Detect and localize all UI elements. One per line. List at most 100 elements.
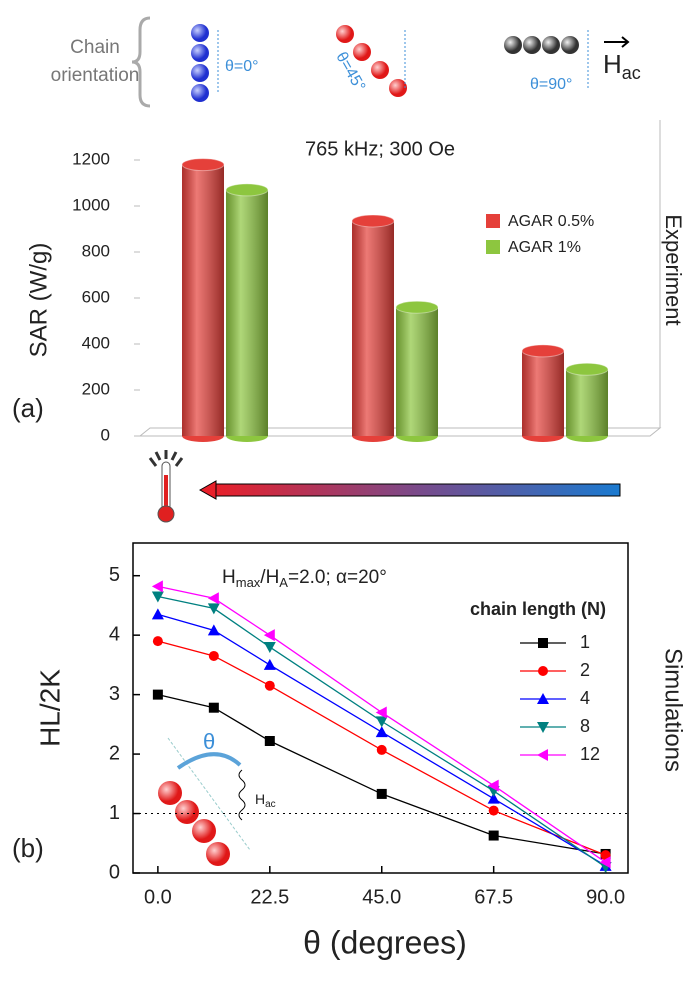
marker [208, 650, 219, 661]
ball [206, 842, 230, 866]
bar-shading [226, 189, 268, 436]
chain-label: orientation [51, 65, 140, 86]
side-label: Simulations [660, 648, 687, 772]
series-line [157, 693, 606, 855]
legend-title: chain length (N) [470, 599, 606, 619]
field-label: Hac [603, 49, 641, 83]
legend-marker [537, 722, 549, 733]
y-tick-label: 1200 [72, 149, 110, 168]
y-tick-label: 0 [109, 861, 120, 883]
annotation-part: max [236, 575, 261, 590]
ball [371, 61, 389, 79]
x-tick-label: 0.0 [144, 886, 172, 908]
field-label-main: H [603, 49, 622, 79]
bar-shading [182, 164, 224, 436]
marker [207, 592, 219, 605]
bar [521, 344, 565, 442]
annotation-part: =2.0; α=20° [288, 567, 387, 588]
series-line [157, 585, 606, 863]
bar [565, 362, 609, 442]
y-tick-label: 600 [82, 287, 110, 306]
bar-top [181, 158, 225, 172]
y-tick-label: 1000 [72, 195, 110, 214]
marker [487, 792, 500, 804]
legend-label: 1 [580, 632, 590, 652]
legend-label: 8 [580, 716, 590, 736]
marker [208, 702, 219, 713]
marker [263, 658, 276, 670]
bar-top [565, 362, 609, 376]
marker [376, 788, 387, 799]
annotation-part: H [222, 567, 236, 588]
chain-45 [336, 25, 407, 97]
marker [375, 706, 387, 719]
field-label-sub: ac [622, 63, 641, 83]
legend-marker [538, 666, 548, 676]
bar [395, 300, 439, 442]
ball [191, 64, 209, 82]
angle-label: θ=0° [225, 58, 259, 75]
y-axis-label: HL/2K [34, 669, 65, 747]
chain-90 [504, 36, 579, 54]
series-line [157, 640, 606, 856]
x-tick-label: 22.5 [250, 886, 289, 908]
marker [488, 830, 499, 841]
bar-shading [396, 307, 438, 436]
legend-marker [537, 693, 549, 704]
marker [263, 629, 275, 642]
y-axis-label: SAR (W/g) [25, 243, 52, 358]
x-axis-label: θ (degrees) [303, 924, 467, 960]
ball [192, 819, 216, 843]
vector-arrow [604, 36, 630, 48]
ball [191, 24, 209, 42]
x-tick-label: 45.0 [362, 886, 401, 908]
marker [599, 856, 611, 869]
header: Chain orientation θ=0° θ=45° θ=90° Hac [51, 16, 641, 108]
thermometer-fill [164, 475, 168, 510]
marker [263, 642, 276, 654]
marker [151, 580, 163, 593]
y-tick-label: 200 [82, 379, 110, 398]
ball [353, 43, 371, 61]
y-tick-label: 800 [82, 241, 110, 260]
annotation: Hmax/HA=2.0; α=20° [222, 567, 387, 590]
marker [264, 680, 275, 691]
wave-arrow [238, 769, 246, 821]
marker [207, 624, 220, 636]
x-tick-label: 67.5 [474, 886, 513, 908]
ball [389, 79, 407, 97]
bar [181, 158, 225, 442]
angle-label: θ=90° [530, 76, 572, 93]
y-tick-label: 0 [101, 425, 110, 444]
bar-shading [522, 350, 564, 436]
panel-label: (a) [12, 393, 44, 423]
thermometer-bulb [157, 505, 175, 523]
y-tick-label: 2 [109, 742, 120, 764]
inset-field-sub: ac [265, 799, 276, 810]
annotation-part: /H [260, 567, 279, 588]
legend-label: 2 [580, 660, 590, 680]
marker [151, 608, 164, 620]
ball [542, 36, 560, 54]
bar-shading [352, 220, 394, 436]
inset: θ Hac [158, 729, 276, 866]
legend-swatch [486, 240, 500, 254]
annotation-part: A [279, 575, 288, 590]
bar [225, 183, 269, 442]
ball [336, 25, 354, 43]
bar-top [395, 300, 439, 314]
y-tick-label: 5 [109, 564, 120, 586]
annotation: 765 kHz; 300 Oe [305, 138, 455, 160]
ball [158, 781, 182, 805]
legend-swatch [486, 214, 500, 228]
y-tick-label: 1 [109, 802, 120, 824]
legend-marker [537, 749, 548, 761]
marker [151, 591, 164, 603]
legend-label: 12 [580, 744, 600, 764]
gradient-arrow [213, 483, 621, 497]
ball [191, 84, 209, 102]
legend-label: AGAR 1% [508, 239, 581, 256]
ball [191, 44, 209, 62]
angle-arc [176, 752, 242, 770]
